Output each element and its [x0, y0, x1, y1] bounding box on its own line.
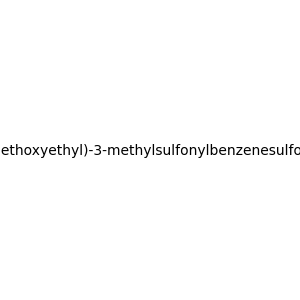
Text: N-(2-methoxyethyl)-3-methylsulfonylbenzenesulfonamide: N-(2-methoxyethyl)-3-methylsulfonylbenze…	[0, 145, 300, 158]
